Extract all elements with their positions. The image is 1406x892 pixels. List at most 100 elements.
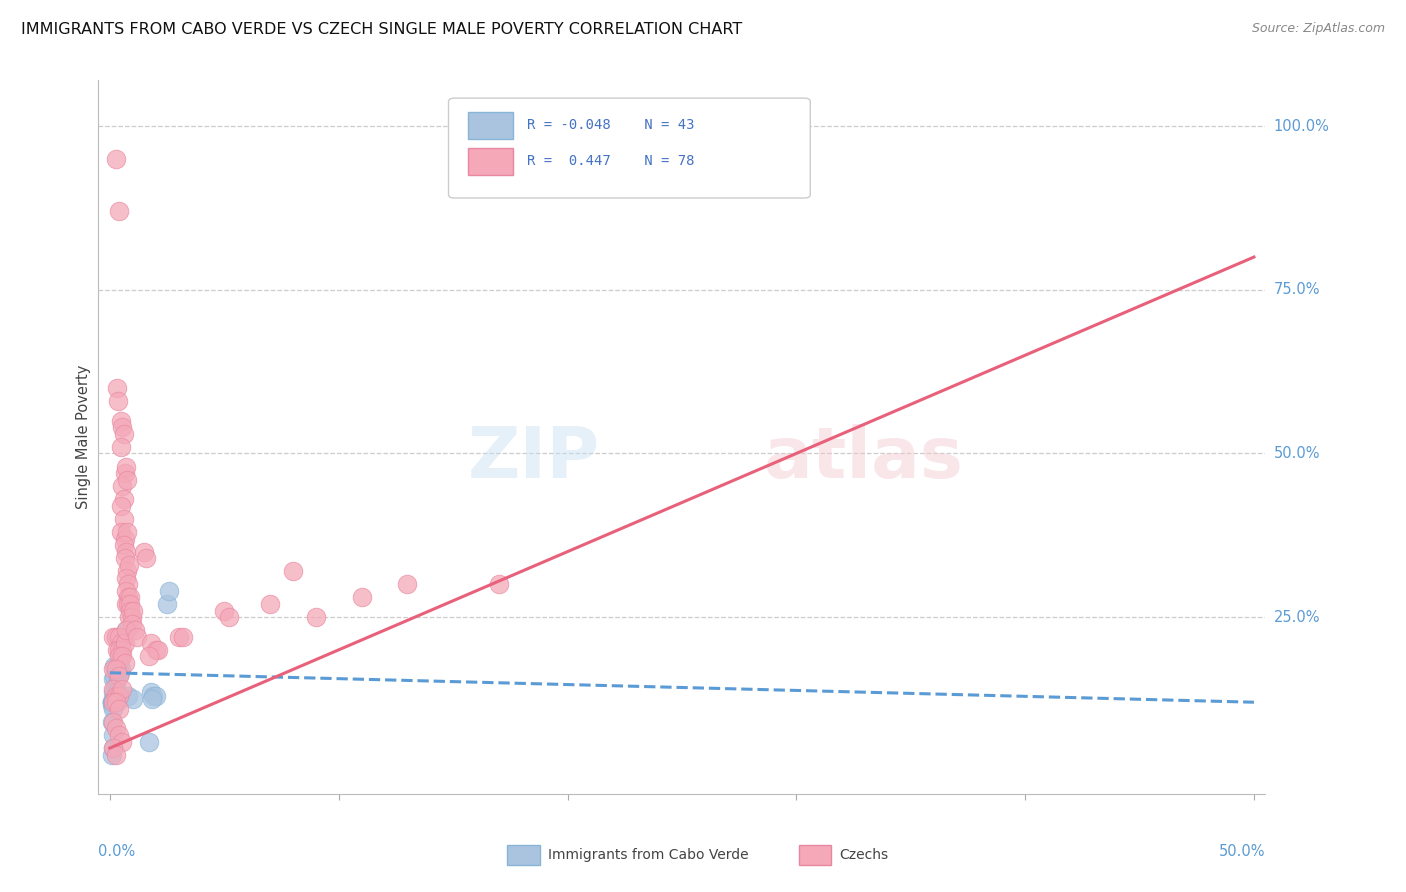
- Point: [115, 624, 138, 638]
- Point: [214, 603, 236, 617]
- Point: [105, 689, 128, 703]
- Point: [105, 643, 128, 657]
- Point: [396, 577, 419, 591]
- Point: [120, 591, 142, 605]
- Text: 100.0%: 100.0%: [1274, 119, 1330, 134]
- Point: [120, 603, 142, 617]
- Point: [108, 689, 131, 703]
- Point: [112, 426, 135, 441]
- Point: [121, 692, 143, 706]
- Point: [117, 597, 139, 611]
- Point: [107, 669, 129, 683]
- Text: IMMIGRANTS FROM CABO VERDE VS CZECH SINGLE MALE POVERTY CORRELATION CHART: IMMIGRANTS FROM CABO VERDE VS CZECH SING…: [21, 22, 742, 37]
- Point: [110, 414, 132, 428]
- Point: [134, 544, 156, 558]
- Point: [104, 630, 127, 644]
- Point: [142, 689, 165, 703]
- FancyBboxPatch shape: [468, 148, 513, 175]
- Point: [111, 734, 134, 748]
- Point: [103, 695, 125, 709]
- FancyBboxPatch shape: [468, 112, 513, 139]
- Y-axis label: Single Male Poverty: Single Male Poverty: [76, 365, 91, 509]
- Text: atlas: atlas: [763, 424, 963, 493]
- Point: [112, 492, 135, 507]
- Text: 50.0%: 50.0%: [1219, 844, 1265, 859]
- Point: [103, 663, 125, 677]
- Point: [105, 685, 128, 699]
- Point: [104, 689, 127, 703]
- Point: [114, 532, 136, 546]
- Point: [115, 524, 138, 539]
- Point: [108, 649, 131, 664]
- Point: [111, 682, 134, 697]
- Point: [115, 583, 138, 598]
- Point: [111, 649, 134, 664]
- Point: [110, 663, 132, 677]
- Point: [115, 571, 138, 585]
- Point: [115, 473, 138, 487]
- Text: Source: ZipAtlas.com: Source: ZipAtlas.com: [1251, 22, 1385, 36]
- FancyBboxPatch shape: [449, 98, 810, 198]
- Point: [114, 636, 136, 650]
- Point: [103, 728, 125, 742]
- Point: [112, 630, 135, 644]
- Point: [103, 695, 125, 709]
- Point: [121, 616, 143, 631]
- Point: [103, 695, 125, 709]
- Point: [111, 643, 134, 657]
- Point: [108, 643, 131, 657]
- Point: [103, 695, 125, 709]
- Point: [108, 689, 131, 703]
- Point: [139, 685, 162, 699]
- Point: [114, 656, 136, 670]
- FancyBboxPatch shape: [799, 846, 831, 865]
- Point: [101, 698, 124, 713]
- Point: [124, 624, 146, 638]
- Point: [127, 630, 149, 644]
- Point: [115, 544, 138, 558]
- Point: [103, 659, 125, 673]
- Point: [115, 597, 138, 611]
- Point: [103, 630, 125, 644]
- Point: [105, 692, 128, 706]
- Point: [138, 734, 160, 748]
- Point: [118, 558, 141, 572]
- Point: [110, 499, 132, 513]
- Point: [105, 381, 128, 395]
- Point: [103, 673, 125, 687]
- Point: [103, 695, 125, 709]
- Text: 0.0%: 0.0%: [98, 844, 135, 859]
- Point: [105, 665, 128, 680]
- Point: [111, 479, 134, 493]
- Point: [281, 564, 304, 578]
- Point: [115, 459, 138, 474]
- Point: [103, 741, 125, 756]
- Point: [101, 695, 124, 709]
- Point: [145, 689, 167, 703]
- Point: [121, 603, 143, 617]
- Point: [101, 695, 124, 709]
- Point: [103, 714, 125, 729]
- Point: [112, 538, 135, 552]
- Point: [108, 204, 131, 219]
- Point: [259, 597, 281, 611]
- Point: [114, 551, 136, 566]
- Point: [114, 466, 136, 480]
- Point: [115, 624, 138, 638]
- Point: [103, 689, 125, 703]
- Point: [103, 685, 125, 699]
- Point: [103, 682, 125, 697]
- Point: [157, 583, 180, 598]
- Point: [115, 564, 138, 578]
- Point: [111, 420, 134, 434]
- Point: [108, 656, 131, 670]
- Point: [101, 747, 124, 762]
- Point: [108, 665, 131, 680]
- Point: [103, 669, 125, 683]
- Text: Immigrants from Cabo Verde: Immigrants from Cabo Verde: [548, 848, 748, 863]
- Point: [350, 591, 373, 605]
- Point: [104, 695, 127, 709]
- Point: [104, 152, 127, 166]
- Text: 75.0%: 75.0%: [1274, 282, 1320, 297]
- Text: R =  0.447    N = 78: R = 0.447 N = 78: [527, 154, 695, 168]
